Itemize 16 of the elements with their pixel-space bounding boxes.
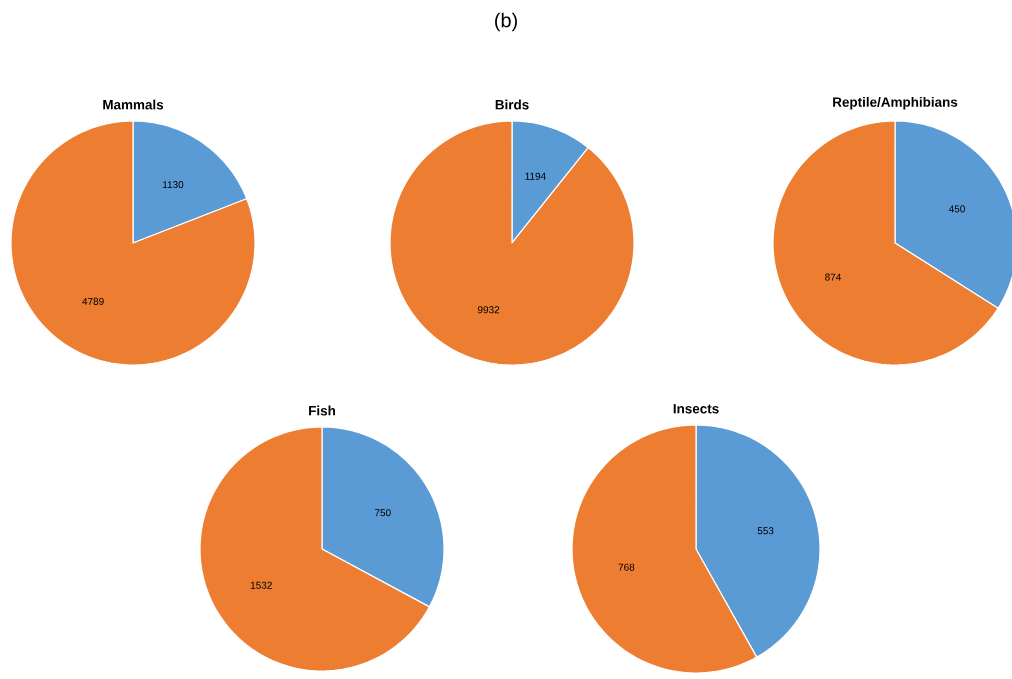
data-label: 553 bbox=[757, 527, 774, 535]
data-label: 750 bbox=[374, 509, 391, 517]
data-label: 768 bbox=[618, 563, 635, 571]
data-label: 450 bbox=[948, 205, 965, 213]
text: (b) bbox=[495, 12, 517, 32]
chart-title: Insects bbox=[673, 404, 719, 414]
chart-title: Fish bbox=[309, 405, 336, 416]
data-label: 4789 bbox=[82, 297, 104, 305]
data-label: 1532 bbox=[250, 581, 272, 589]
chart-title: Mammals bbox=[103, 99, 164, 110]
chart-title: Reptile/Amphibians bbox=[833, 96, 958, 110]
data-label: 9932 bbox=[477, 306, 500, 314]
data-label: 1130 bbox=[163, 181, 184, 189]
data-label: 874 bbox=[825, 273, 842, 281]
data-label: 1194 bbox=[525, 172, 546, 180]
chart-title: Birds bbox=[495, 99, 529, 110]
